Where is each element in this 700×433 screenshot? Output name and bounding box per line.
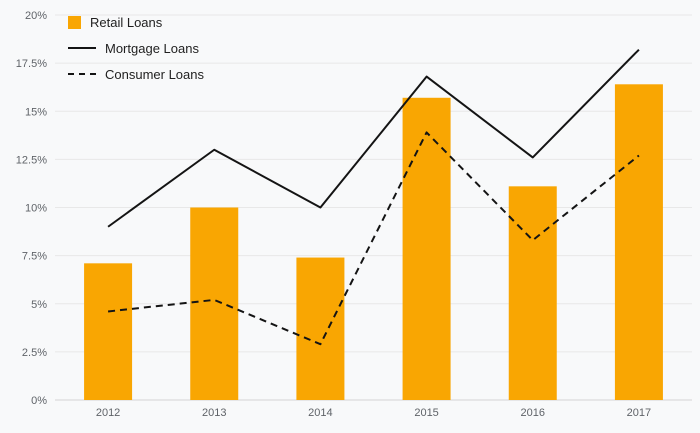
legend-item-retail-loans[interactable]: Retail Loans (68, 12, 204, 32)
y-tick-label: 12.5% (16, 154, 47, 166)
x-tick-label: 2013 (202, 407, 226, 419)
y-tick-label: 17.5% (16, 58, 47, 70)
legend-label-mortgage-loans: Mortgage Loans (105, 40, 199, 56)
y-tick-label: 10% (25, 203, 47, 215)
legend-item-consumer-loans[interactable]: Consumer Loans (68, 64, 204, 84)
chart-legend: Retail Loans Mortgage Loans Consumer Loa… (68, 12, 204, 84)
legend-label-retail-loans: Retail Loans (90, 14, 163, 30)
bar-2016 (508, 186, 557, 400)
x-tick-label: 2016 (521, 407, 545, 419)
y-tick-label: 5% (31, 299, 47, 311)
legend-label-consumer-loans: Consumer Loans (105, 66, 204, 82)
consumer-loans-line (107, 131, 640, 346)
x-tick-label: 2014 (308, 407, 332, 419)
x-tick-label: 2017 (627, 407, 651, 419)
mortgage-loans-line (107, 48, 640, 228)
legend-item-mortgage-loans[interactable]: Mortgage Loans (68, 38, 204, 58)
mortgage-loans-line-swatch-icon (68, 47, 96, 49)
bar-2015 (402, 97, 451, 401)
bar-2013 (190, 207, 239, 400)
y-tick-label: 0% (31, 395, 47, 407)
bar-2014 (296, 257, 345, 400)
y-tick-label: 15% (25, 106, 47, 118)
x-tick-label: 2012 (96, 407, 120, 419)
bar-2017 (614, 84, 663, 401)
y-tick-label: 2.5% (22, 347, 47, 359)
retail-loans-swatch-icon (68, 15, 81, 29)
y-tick-label: 20% (25, 10, 47, 22)
bar-2012 (84, 263, 133, 400)
y-tick-label: 7.5% (22, 251, 47, 263)
x-tick-label: 2015 (414, 407, 438, 419)
consumer-loans-dashed-swatch-icon (68, 73, 96, 75)
